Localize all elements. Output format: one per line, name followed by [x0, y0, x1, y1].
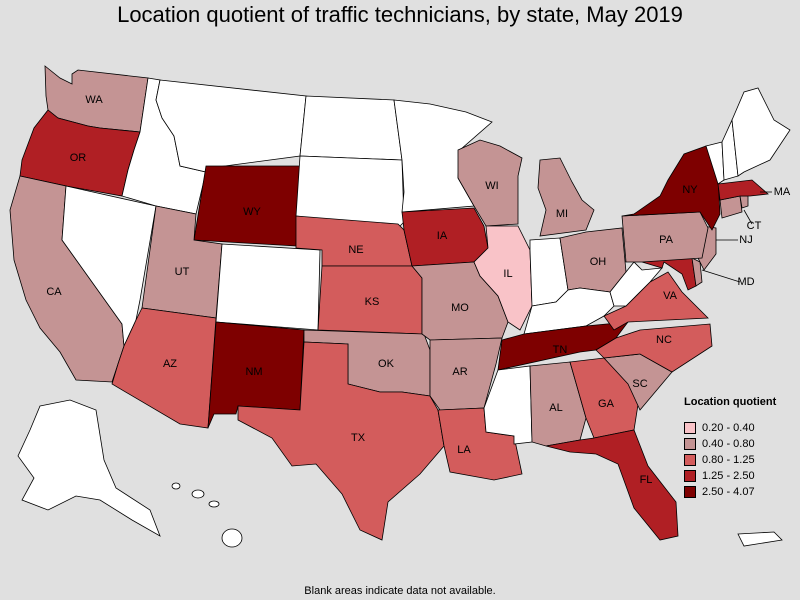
legend-swatch [684, 422, 696, 434]
state-label-KS: KS [365, 296, 380, 308]
legend-item-1: 0.20 - 0.40 [684, 420, 796, 436]
state-label-OK: OK [378, 358, 395, 370]
legend-label: 0.80 - 1.25 [702, 454, 755, 466]
state-PR [737, 531, 783, 547]
state-label-WY: WY [243, 206, 261, 218]
legend-swatch [684, 454, 696, 466]
map-title: Location quotient of traffic technicians… [117, 2, 683, 27]
leader-CT [743, 209, 753, 225]
state-label-NJ: NJ [739, 234, 752, 246]
legend-item-5: 2.50 - 4.07 [684, 484, 796, 500]
state-label-VA: VA [663, 290, 678, 302]
state-ME [731, 87, 791, 177]
leader-MD [701, 269, 741, 283]
legend-label: 0.40 - 0.80 [702, 438, 755, 450]
legend-label: 0.20 - 0.40 [702, 422, 755, 434]
state-FL [545, 429, 679, 541]
state-label-GA: GA [598, 398, 615, 410]
legend-item-3: 0.80 - 1.25 [684, 452, 796, 468]
state-label-LA: LA [457, 444, 471, 456]
state-label-NY: NY [682, 184, 698, 196]
state-label-AL: AL [549, 402, 562, 414]
legend-label: 1.25 - 2.50 [702, 470, 755, 482]
footnote: Blank areas indicate data not available. [304, 585, 496, 597]
legend-label: 2.50 - 4.07 [702, 486, 755, 498]
state-label-OH: OH [590, 256, 607, 268]
state-label-AZ: AZ [163, 358, 177, 370]
state-MT [155, 79, 307, 173]
state-label-TX: TX [351, 432, 366, 444]
state-label-OR: OR [70, 152, 87, 164]
legend-item-4: 1.25 - 2.50 [684, 468, 796, 484]
state-AK [17, 399, 161, 537]
state-label-UT: UT [175, 266, 190, 278]
state-TX [237, 341, 445, 541]
state-NC [595, 323, 713, 373]
state-SD [295, 155, 405, 229]
state-DE [691, 257, 703, 287]
state-IL [473, 225, 533, 331]
state-label-IA: IA [437, 230, 448, 242]
legend-swatch [684, 486, 696, 498]
legend-swatch [684, 470, 696, 482]
state-label-NE: NE [348, 244, 363, 256]
state-label-IL: IL [503, 268, 512, 280]
state-label-WA: WA [85, 94, 103, 106]
state-label-CT: CT [747, 220, 762, 232]
legend-item-2: 0.40 - 0.80 [684, 436, 796, 452]
state-label-MI: MI [556, 208, 568, 220]
state-label-NM: NM [245, 366, 262, 378]
legend-swatch [684, 438, 696, 450]
state-MA [717, 179, 769, 201]
state-NM [207, 321, 305, 429]
legend-title: Location quotient [684, 396, 777, 408]
state-label-PA: PA [659, 234, 674, 246]
state-label-FL: FL [640, 474, 653, 486]
leader-lines [701, 191, 772, 283]
state-label-MA: MA [774, 186, 791, 198]
legend: Location quotient 0.20 - 0.40 0.40 - 0.8… [684, 396, 796, 500]
state-MI [537, 157, 595, 237]
state-HI [171, 482, 243, 548]
state-label-MO: MO [451, 302, 469, 314]
state-CO [215, 243, 321, 331]
state-label-NC: NC [656, 334, 672, 346]
state-label-WI: WI [485, 180, 498, 192]
state-label-TN: TN [553, 344, 568, 356]
state-labels: WA OR CA WY UT AZ NM NE KS OK TX IA MO AR LA WI IL MI OH TN… [46, 94, 791, 486]
state-WI [457, 139, 523, 227]
state-label-SC: SC [632, 378, 647, 390]
state-label-MD: MD [737, 276, 754, 288]
state-ND [299, 95, 403, 161]
state-label-CA: CA [46, 286, 62, 298]
state-label-AR: AR [452, 366, 467, 378]
